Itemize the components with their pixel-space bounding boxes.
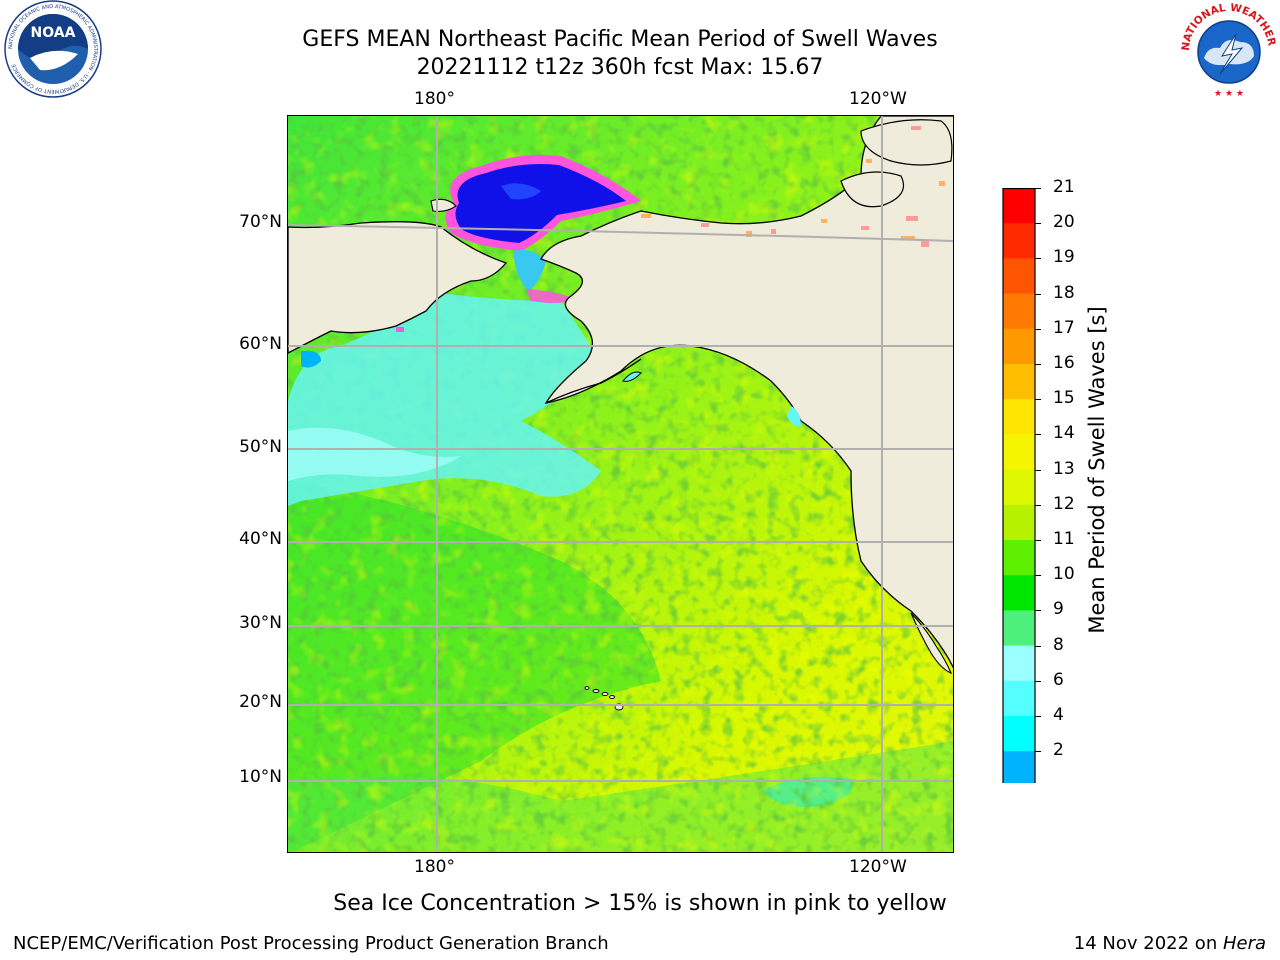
colorbar-tick-mark bbox=[1035, 328, 1041, 330]
colorbar-band bbox=[1003, 293, 1035, 330]
ocean-period-4-patch bbox=[301, 350, 321, 368]
lat-label-30n: 30°N bbox=[239, 613, 282, 633]
graticule bbox=[288, 116, 953, 852]
colorbar-tick-mark bbox=[1035, 364, 1041, 365]
lon-label-bottom-120w: 120°W bbox=[849, 857, 907, 877]
colorbar-tick-mark bbox=[1035, 188, 1041, 189]
colorbar-tick-label: 17 bbox=[1053, 317, 1075, 338]
colorbar-label: Mean Period of Swell Waves [s] bbox=[1085, 306, 1109, 634]
colorbar-tick-mark bbox=[1035, 716, 1041, 717]
colorbar-band bbox=[1003, 716, 1035, 752]
colorbar-band bbox=[1003, 434, 1035, 471]
colorbar-band bbox=[1003, 751, 1035, 787]
colorbar-tick-label: 16 bbox=[1053, 353, 1075, 373]
land-siberia bbox=[288, 221, 508, 354]
alaska-peninsula-coast bbox=[545, 358, 642, 404]
footer-date-text: 14 Nov 2022 on bbox=[1073, 933, 1223, 954]
bering-strait-cyan bbox=[513, 249, 546, 291]
colorbar-tick-label: 10 bbox=[1053, 564, 1075, 585]
colorbar-tick-label: 8 bbox=[1053, 634, 1064, 655]
colorbar-band bbox=[1003, 610, 1035, 647]
plot-subtitle: 20221112 t12z 360h fcst Max: 15.67 bbox=[416, 55, 824, 80]
colorbar-band bbox=[1003, 328, 1035, 365]
colorbar-band bbox=[1003, 258, 1035, 295]
colorbar bbox=[1002, 187, 1036, 851]
arctic-texture bbox=[501, 183, 541, 200]
map-panel[interactable] bbox=[287, 115, 954, 853]
map-svg bbox=[288, 116, 953, 852]
land-arctic-islands bbox=[860, 119, 953, 166]
lat-label-70n: 70°N bbox=[239, 212, 282, 232]
kodiak-area bbox=[622, 371, 642, 382]
colorbar-tick-label: 19 bbox=[1053, 247, 1075, 268]
lat-label-40n: 40°N bbox=[239, 529, 282, 549]
parallel-70n bbox=[288, 224, 953, 242]
colorbar-band bbox=[1003, 469, 1035, 506]
colorbar-band bbox=[1003, 645, 1035, 682]
lon-label-top-180: 180° bbox=[414, 89, 455, 109]
colorbar-tick-mark bbox=[1035, 258, 1041, 260]
colorbar-tick-label: 18 bbox=[1053, 282, 1075, 303]
colorbar-band bbox=[1003, 364, 1035, 400]
footer-date: 14 Nov 2022 on Hera bbox=[1074, 933, 1266, 954]
colorbar-tick-label: 9 bbox=[1053, 599, 1064, 620]
arctic-ocean-blue bbox=[455, 164, 626, 243]
colorbar-band bbox=[1003, 399, 1035, 435]
sea-ice-caption: Sea Ice Concentration > 15% is shown in … bbox=[333, 891, 947, 916]
colorbar-band bbox=[1003, 223, 1035, 259]
lat-label-50n: 50°N bbox=[239, 437, 282, 457]
colorbar-tick-mark bbox=[1035, 645, 1041, 647]
lat-label-60n: 60°N bbox=[239, 334, 282, 354]
colorbar-tick-label: 2 bbox=[1053, 740, 1064, 761]
land-banks-island bbox=[840, 171, 905, 208]
colorbar-tick-label: 21 bbox=[1053, 177, 1075, 197]
footer-credit: NCEP/EMC/Verification Post Processing Pr… bbox=[13, 933, 609, 954]
colorbar-tick-mark bbox=[1035, 469, 1041, 471]
colorbar-tick-mark bbox=[1035, 680, 1041, 682]
ocean-period-9-region bbox=[288, 427, 461, 481]
lat-label-10n: 10°N bbox=[239, 767, 282, 787]
colorbar-tick-label: 11 bbox=[1053, 529, 1075, 549]
ice-edge-norton-sound bbox=[526, 289, 576, 304]
coastal-ice-flecks bbox=[396, 126, 945, 332]
noaa-text: NOAA bbox=[31, 25, 76, 41]
gulf-alaska-cyan bbox=[787, 406, 801, 427]
colorbar-svg bbox=[1002, 187, 1036, 851]
plot-title: GEFS MEAN Northeast Pacific Mean Period … bbox=[302, 27, 938, 52]
colorbar-tick-label: 4 bbox=[1053, 705, 1064, 725]
colorbar-tick-mark bbox=[1035, 751, 1041, 753]
colorbar-tick-mark bbox=[1035, 223, 1041, 225]
colorbar-tick-label: 6 bbox=[1053, 669, 1064, 690]
colorbar-band bbox=[1003, 504, 1035, 541]
colorbar-tick-label: 20 bbox=[1053, 212, 1075, 233]
colorbar-tick-mark bbox=[1035, 293, 1041, 295]
colorbar-tick-label: 14 bbox=[1053, 423, 1075, 444]
colorbar-tick-mark bbox=[1035, 399, 1041, 401]
colorbar-band bbox=[1003, 575, 1035, 611]
colorbar-band bbox=[1003, 680, 1035, 717]
colorbar-band bbox=[1003, 188, 1035, 224]
colorbar-tick-label: 13 bbox=[1053, 458, 1075, 479]
colorbar-tick-mark bbox=[1035, 540, 1041, 541]
stars-icon: ★ ★ ★ bbox=[1214, 89, 1244, 99]
colorbar-tick-mark bbox=[1035, 610, 1041, 612]
colorbar-tick-label: 15 bbox=[1053, 388, 1075, 409]
colorbar-tick-mark bbox=[1035, 434, 1041, 436]
lon-label-top-120w: 120°W bbox=[849, 89, 907, 109]
noaa-logo: NATIONAL OCEANIC AND ATMOSPHERIC ADMINIS… bbox=[0, 0, 106, 104]
colorbar-tick-mark bbox=[1035, 504, 1041, 506]
colorbar-band bbox=[1003, 540, 1035, 576]
nws-logo: NATIONAL WEATHER SERVICE ★ ★ ★ bbox=[1174, 0, 1280, 104]
footer-host: Hera bbox=[1222, 933, 1266, 954]
land-baja bbox=[910, 612, 953, 674]
lon-label-bottom-180: 180° bbox=[414, 857, 455, 877]
land-alaska-canada bbox=[540, 116, 953, 669]
hawaiian-islands bbox=[584, 686, 624, 711]
lat-label-20n: 20°N bbox=[239, 692, 282, 712]
colorbar-tick-label: 12 bbox=[1053, 493, 1075, 514]
colorbar-tick-mark bbox=[1035, 575, 1041, 577]
